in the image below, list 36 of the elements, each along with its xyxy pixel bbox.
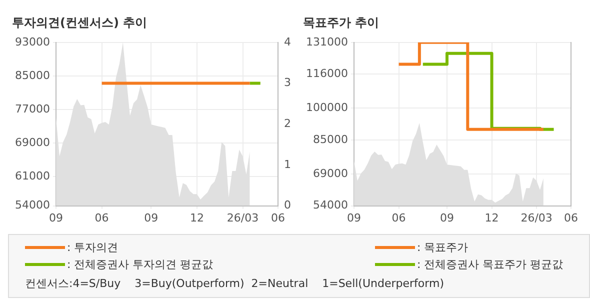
x-tick-label: 26/03 bbox=[226, 211, 259, 224]
y-tick-label: 77000 bbox=[14, 102, 50, 116]
x-tick-label: 12 bbox=[484, 211, 499, 224]
x-tick-label: 06 bbox=[94, 211, 109, 224]
legend-label: : 전체증권사 투자의견 평균값 bbox=[67, 257, 214, 272]
y-tick-label: 131000 bbox=[306, 35, 348, 48]
x-tick-label: 26/03 bbox=[520, 211, 552, 224]
x-tick-label: 06 bbox=[392, 211, 406, 224]
x-tick-label: 09 bbox=[48, 211, 63, 224]
y2-tick-label: 2 bbox=[284, 116, 291, 130]
y2-tick-label: 0 bbox=[284, 198, 291, 212]
text: 컨센서스:4=S/Buy 3=Buy(Outperform) 2=Neutral 1=Sell(Underperform) bbox=[25, 276, 444, 291]
x-tick-label: 09 bbox=[346, 211, 361, 224]
y-tick-label: 93000 bbox=[14, 35, 50, 48]
y-tick-label: 85000 bbox=[14, 68, 50, 82]
x-tick-label: 12 bbox=[190, 211, 204, 224]
legend-label: : 투자의견 bbox=[67, 240, 118, 255]
y2-tick-label: 4 bbox=[284, 35, 291, 48]
y-tick-label: 61000 bbox=[14, 169, 50, 182]
y-tick-label: 69000 bbox=[312, 166, 348, 180]
y-tick-label: 85000 bbox=[312, 132, 348, 146]
chart-title: 투자의견(컨센서스) 추이 bbox=[12, 15, 148, 30]
y-tick-label: 54000 bbox=[14, 198, 50, 212]
y-tick-label: 116000 bbox=[306, 67, 348, 80]
y2-tick-label: 3 bbox=[284, 76, 291, 90]
legend-label: : 목표주가 bbox=[417, 240, 468, 255]
y-tick-label: 69000 bbox=[14, 136, 50, 149]
x-tick-label: 06 bbox=[564, 211, 578, 224]
x-tick-label: 09 bbox=[144, 211, 158, 224]
legend-label: : 전체증권사 목표주가 평균값 bbox=[417, 257, 564, 272]
x-tick-label: 06 bbox=[271, 211, 285, 224]
chart-title: 목표주가 추이 bbox=[303, 15, 380, 30]
y2-tick-label: 1 bbox=[284, 158, 291, 171]
y-tick-label: 100000 bbox=[306, 101, 348, 114]
x-tick-label: 09 bbox=[440, 211, 454, 224]
y-tick-label: 54000 bbox=[312, 198, 348, 212]
